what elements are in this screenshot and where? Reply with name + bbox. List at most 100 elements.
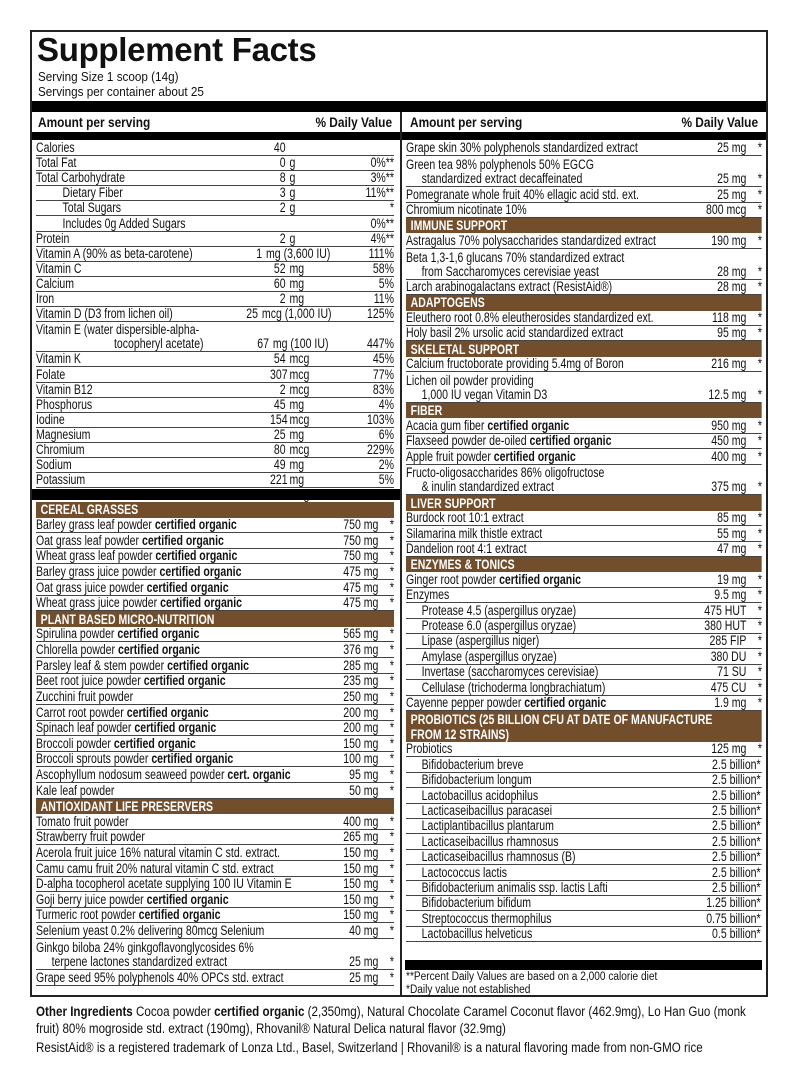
ingredient-row: Ascophyllum nodosum seaweed powder cert.…	[36, 767, 394, 783]
nutrient-daily-value: 3%**	[370, 170, 394, 186]
ingredient-name: Lacticaseibacillus rhamnosus (B)	[406, 850, 709, 864]
nutrient-row: Iodine 154 mcg 103%	[36, 412, 394, 428]
ingredient-name-text: Protease 4.5 (aspergillus oryzae)	[421, 603, 577, 618]
ingredient-name-line: 1,000 IU vegan Vitamin D3	[421, 386, 548, 402]
organic-certification: certified organic	[126, 705, 209, 720]
ingredient-row: Lacticaseibacillus rhamnosus 2.5 billion *	[406, 834, 762, 850]
ingredient-daily-value: *	[757, 541, 762, 557]
ingredient-name-text: Eleuthero root 0.8% eleutherosides stand…	[406, 310, 654, 325]
nutrient-amount: 60	[273, 275, 286, 291]
ingredient-name-line: Broccoli powder certified organic	[36, 737, 196, 751]
ingredient-name: Astragalus 70% polysaccharides standardi…	[406, 234, 708, 248]
ingredient-amount: 95 mg	[717, 325, 747, 341]
ingredient-name-text: Strawberry fruit powder	[36, 830, 145, 845]
ingredient-row: Ginkgo biloba 24% ginkgoflavonglycosides…	[36, 939, 394, 971]
ingredient-amount: 150 mg	[343, 891, 379, 907]
ingredient-name-text: Selenium yeast 0.2% delivering 80mcg Sel…	[36, 924, 265, 939]
ingredient-amount: 47 mg	[717, 541, 747, 557]
organic-certification: certified organic	[524, 696, 607, 711]
nutrient-name-line: Phosphorus	[36, 397, 93, 412]
ingredient-name: Strawberry fruit powder	[36, 830, 340, 844]
ingredient-name-line: Protease 4.5 (aspergillus oryzae)	[422, 604, 577, 618]
ingredient-amount: 95 mg	[349, 766, 379, 782]
ingredient-row: Amylase (aspergillus oryzae) 380 DU *	[406, 649, 762, 665]
ingredient-daily-value: *	[757, 171, 762, 187]
ingredient-name: Lipase (aspergillus niger)	[406, 634, 706, 648]
organic-certification: certified organic	[113, 736, 196, 751]
ingredient-name-text: Ascophyllum nodosum seaweed powder	[36, 767, 225, 782]
ingredient-row: Cellulase (trichoderma longbrachiatum) 47…	[406, 680, 762, 696]
ingredient-row: Zucchini fruit powder 250 mg *	[36, 689, 394, 705]
nutrient-name-line: Iodine	[36, 412, 65, 427]
nutrient-name: Protein	[36, 232, 270, 246]
ingredient-name-line: Oat grass leaf powder certified organic	[36, 534, 224, 548]
nutrient-amount: 40	[273, 140, 286, 156]
nutrient-amount: 2	[279, 200, 286, 216]
ingredient-amount: 216 mg	[711, 356, 747, 372]
ingredient-amount: 100 mg	[343, 751, 379, 767]
ingredient-name-line: Lacticaseibacillus rhamnosus (B)	[422, 850, 576, 864]
organic-certification: certified organic	[529, 434, 612, 449]
nutrient-unit: g	[289, 200, 296, 216]
nutrient-amount: 221	[270, 472, 288, 488]
nutrient-unit: g	[289, 170, 296, 186]
ingredient-name-text: Broccoli powder	[36, 736, 111, 751]
left-dv-header: % Daily Value	[315, 115, 392, 130]
ingredient-amount: 25 mg	[349, 954, 379, 970]
ingredient-amount: 28 mg	[717, 279, 747, 295]
nutrient-unit: mg	[289, 472, 305, 488]
ingredient-name-line: Pomegranate whole fruit 40% ellagic acid…	[406, 188, 639, 202]
right-amount-header: Amount per serving	[410, 115, 523, 130]
organic-certification: certified organic	[159, 565, 242, 580]
ingredient-name-line: Chlorella powder certified organic	[36, 643, 200, 657]
organic-certification: certified organic	[167, 658, 250, 673]
nutrient-row: Iron 2 mg 11%	[36, 292, 394, 308]
ingredient-name-text: Beta 1,3-1,6 glucans 70% standardized ex…	[406, 250, 625, 265]
ingredient-amount: 12.5 mg	[708, 386, 747, 402]
section-header: IMMUNE SUPPORT	[406, 218, 762, 234]
ingredient-name: Lactobacillus helveticus	[406, 927, 709, 941]
trademark-note: ResistAid® is a registered trademark of …	[36, 1040, 703, 1055]
nutrient-unit: mg	[289, 275, 305, 291]
ingredient-name-text: Silamarina milk thistle extract	[406, 526, 543, 541]
nutrient-name: Folate	[36, 368, 270, 382]
ingredient-row: Barley grass juice powder certified orga…	[36, 564, 394, 581]
ingredient-name-line: Wheat grass juice powder certified organ…	[36, 596, 242, 610]
ingredient-name-text: Tomato fruit powder	[36, 814, 129, 829]
ingredient-name-line: Tomato fruit powder	[36, 815, 128, 829]
nutrient-name-line: Folate	[36, 367, 66, 382]
ingredient-name: Oat grass juice powder certified organic	[36, 581, 340, 595]
ingredient-row: Bifidobacterium animalis ssp. lactis Laf…	[406, 880, 762, 896]
nutrient-name-line: Potassium	[36, 473, 86, 488]
ingredient-amount: 750 mg	[343, 532, 379, 548]
organic-certification: certified organic	[143, 674, 226, 689]
section-header: ADAPTOGENS	[406, 295, 762, 311]
ingredient-amount: 9.5 mg	[714, 587, 747, 603]
ingredient-name-text: Pomegranate whole fruit 40% ellagic acid…	[406, 187, 639, 202]
ingredient-amount: 1.25 billion	[706, 895, 757, 911]
ingredient-name: Lichen oil powder providing 1,000 IU vega…	[406, 374, 705, 402]
ingredient-amount: 25 mg	[717, 171, 747, 187]
ingredient-amount: 19 mg	[717, 571, 747, 587]
nutrient-row: Dietary Fiber 3 g 11%**	[36, 186, 394, 202]
ingredient-name-text: Lactobacillus acidophilus	[421, 788, 539, 803]
nutrient-daily-value: 5%	[378, 275, 394, 291]
ingredient-row: Grape seed 95% polyphenols 40% OPCs std.…	[36, 970, 394, 986]
ingredient-amount: 71 SU	[717, 664, 747, 680]
ingredient-name-line: Lactobacillus acidophilus	[422, 789, 538, 803]
ingredient-name-text: Acerola fruit juice 16% natural vitamin …	[36, 846, 281, 861]
organic-certification: certified organic	[146, 580, 229, 595]
nutrient-name-line: Vitamin K	[36, 352, 81, 367]
ingredient-name-line: Fructo-oligosaccharides 86% oligofructos…	[406, 466, 708, 480]
ingredient-row: Broccoli powder certified organic 150 mg *	[36, 736, 394, 752]
ingredient-daily-value: *	[757, 618, 762, 634]
ingredient-daily-value: *	[757, 263, 762, 279]
nutrient-unit: mcg	[289, 351, 310, 367]
ingredient-row: Broccoli sprouts powder certified organi…	[36, 752, 394, 768]
section-title: LIVER SUPPORT	[410, 495, 496, 511]
ingredient-name-line: Holy basil 2% ursolic acid standardized …	[406, 326, 623, 340]
ingredient-name-line: Cayenne pepper powder certified organic	[406, 696, 606, 710]
ingredient-row: Acerola fruit juice 16% natural vitamin …	[36, 845, 394, 862]
nutrient-daily-value: 4%**	[370, 230, 394, 246]
ingredient-name-text: Lacticaseibacillus rhamnosus (B)	[421, 850, 576, 865]
